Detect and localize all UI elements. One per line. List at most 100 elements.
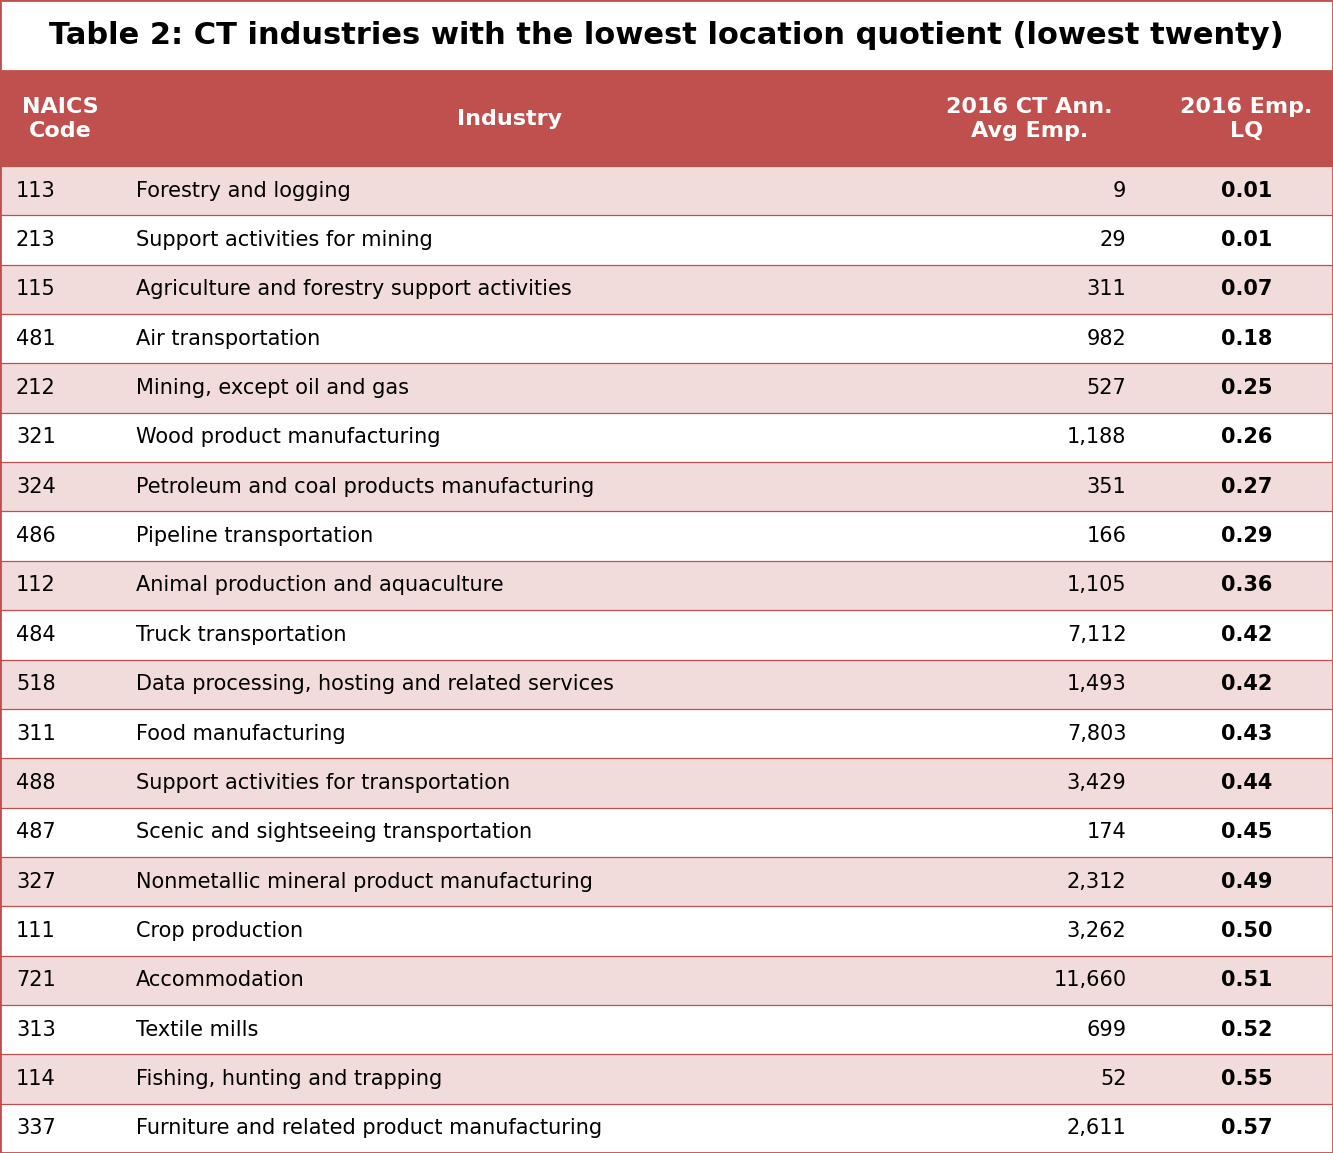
Text: 0.36: 0.36 (1221, 575, 1272, 595)
Text: Scenic and sightseeing transportation: Scenic and sightseeing transportation (136, 822, 532, 842)
Text: 2,312: 2,312 (1066, 872, 1126, 891)
Text: 0.51: 0.51 (1221, 971, 1272, 990)
Bar (0, 0, 1333, 71)
Bar (0, 660, 1333, 709)
Text: Industry: Industry (457, 108, 563, 129)
Bar (0, 462, 1333, 512)
Text: 1,188: 1,188 (1066, 428, 1126, 447)
Text: 527: 527 (1086, 378, 1126, 398)
Text: 699: 699 (1086, 1019, 1126, 1040)
Bar (0, 166, 1333, 216)
Text: Agriculture and forestry support activities: Agriculture and forestry support activit… (136, 279, 572, 300)
Bar (0, 857, 1333, 906)
Text: Textile mills: Textile mills (136, 1019, 259, 1040)
Text: Accommodation: Accommodation (136, 971, 305, 990)
Text: Truck transportation: Truck transportation (136, 625, 347, 645)
Bar (0, 512, 1333, 560)
Bar (0, 956, 1333, 1005)
Text: 52: 52 (1100, 1069, 1126, 1088)
Text: Petroleum and coal products manufacturing: Petroleum and coal products manufacturin… (136, 477, 595, 497)
Text: 487: 487 (16, 822, 56, 842)
Text: 0.07: 0.07 (1221, 279, 1272, 300)
Text: 0.27: 0.27 (1221, 477, 1272, 497)
Text: 518: 518 (16, 675, 56, 694)
Text: Support activities for mining: Support activities for mining (136, 231, 433, 250)
Text: 488: 488 (16, 773, 56, 793)
Text: Fishing, hunting and trapping: Fishing, hunting and trapping (136, 1069, 443, 1088)
Text: 174: 174 (1086, 822, 1126, 842)
Text: 1,493: 1,493 (1066, 675, 1126, 694)
Text: 0.43: 0.43 (1221, 724, 1272, 744)
Bar (0, 610, 1333, 660)
Text: 0.01: 0.01 (1221, 181, 1272, 201)
Text: 0.29: 0.29 (1221, 526, 1272, 547)
Text: Food manufacturing: Food manufacturing (136, 724, 345, 744)
Bar (0, 413, 1333, 462)
Text: Forestry and logging: Forestry and logging (136, 181, 351, 201)
Bar (0, 1005, 1333, 1054)
Text: 0.52: 0.52 (1221, 1019, 1272, 1040)
Text: 324: 324 (16, 477, 56, 497)
Text: 166: 166 (1086, 526, 1126, 547)
Text: 0.18: 0.18 (1221, 329, 1272, 348)
Text: 313: 313 (16, 1019, 56, 1040)
Text: Support activities for transportation: Support activities for transportation (136, 773, 511, 793)
Text: 0.44: 0.44 (1221, 773, 1272, 793)
Text: 111: 111 (16, 921, 56, 941)
Bar (0, 216, 1333, 265)
Text: Nonmetallic mineral product manufacturing: Nonmetallic mineral product manufacturin… (136, 872, 593, 891)
Bar (0, 807, 1333, 857)
Text: Wood product manufacturing: Wood product manufacturing (136, 428, 440, 447)
Text: 11,660: 11,660 (1053, 971, 1126, 990)
Text: Mining, except oil and gas: Mining, except oil and gas (136, 378, 409, 398)
Text: 2016 CT Ann.
Avg Emp.: 2016 CT Ann. Avg Emp. (946, 97, 1113, 141)
Text: 9: 9 (1113, 181, 1126, 201)
Text: 1,105: 1,105 (1066, 575, 1126, 595)
Text: 327: 327 (16, 872, 56, 891)
Text: 481: 481 (16, 329, 56, 348)
Text: 29: 29 (1100, 231, 1126, 250)
Bar (0, 363, 1333, 413)
Text: 351: 351 (1086, 477, 1126, 497)
Text: 0.57: 0.57 (1221, 1118, 1272, 1138)
Bar (0, 314, 1333, 363)
Text: Pipeline transportation: Pipeline transportation (136, 526, 373, 547)
Text: 3,429: 3,429 (1066, 773, 1126, 793)
Text: Table 2: CT industries with the lowest location quotient (lowest twenty): Table 2: CT industries with the lowest l… (49, 21, 1284, 51)
Text: 486: 486 (16, 526, 56, 547)
Text: Air transportation: Air transportation (136, 329, 320, 348)
Text: 311: 311 (16, 724, 56, 744)
Bar (0, 759, 1333, 807)
Text: 484: 484 (16, 625, 56, 645)
Text: 0.25: 0.25 (1221, 378, 1272, 398)
Text: 321: 321 (16, 428, 56, 447)
Bar (0, 560, 1333, 610)
Text: 114: 114 (16, 1069, 56, 1088)
Bar (0, 1054, 1333, 1103)
Text: 7,803: 7,803 (1066, 724, 1126, 744)
Text: 2,611: 2,611 (1066, 1118, 1126, 1138)
Text: Data processing, hosting and related services: Data processing, hosting and related ser… (136, 675, 613, 694)
Text: 7,112: 7,112 (1066, 625, 1126, 645)
Text: 311: 311 (1086, 279, 1126, 300)
Text: 2016 Emp.
LQ: 2016 Emp. LQ (1180, 97, 1313, 141)
Text: 115: 115 (16, 279, 56, 300)
Bar (0, 906, 1333, 956)
Text: 0.01: 0.01 (1221, 231, 1272, 250)
Text: 3,262: 3,262 (1066, 921, 1126, 941)
Text: 0.55: 0.55 (1221, 1069, 1272, 1088)
Text: 212: 212 (16, 378, 56, 398)
Bar (0, 265, 1333, 314)
Text: 213: 213 (16, 231, 56, 250)
Text: 0.50: 0.50 (1221, 921, 1272, 941)
Text: 721: 721 (16, 971, 56, 990)
Text: 112: 112 (16, 575, 56, 595)
Text: 0.42: 0.42 (1221, 625, 1272, 645)
Text: Furniture and related product manufacturing: Furniture and related product manufactur… (136, 1118, 603, 1138)
Bar (0, 71, 1333, 166)
Text: NAICS
Code: NAICS Code (21, 97, 99, 141)
Bar (0, 709, 1333, 759)
Text: 0.26: 0.26 (1221, 428, 1272, 447)
Text: 337: 337 (16, 1118, 56, 1138)
Text: 0.45: 0.45 (1221, 822, 1272, 842)
